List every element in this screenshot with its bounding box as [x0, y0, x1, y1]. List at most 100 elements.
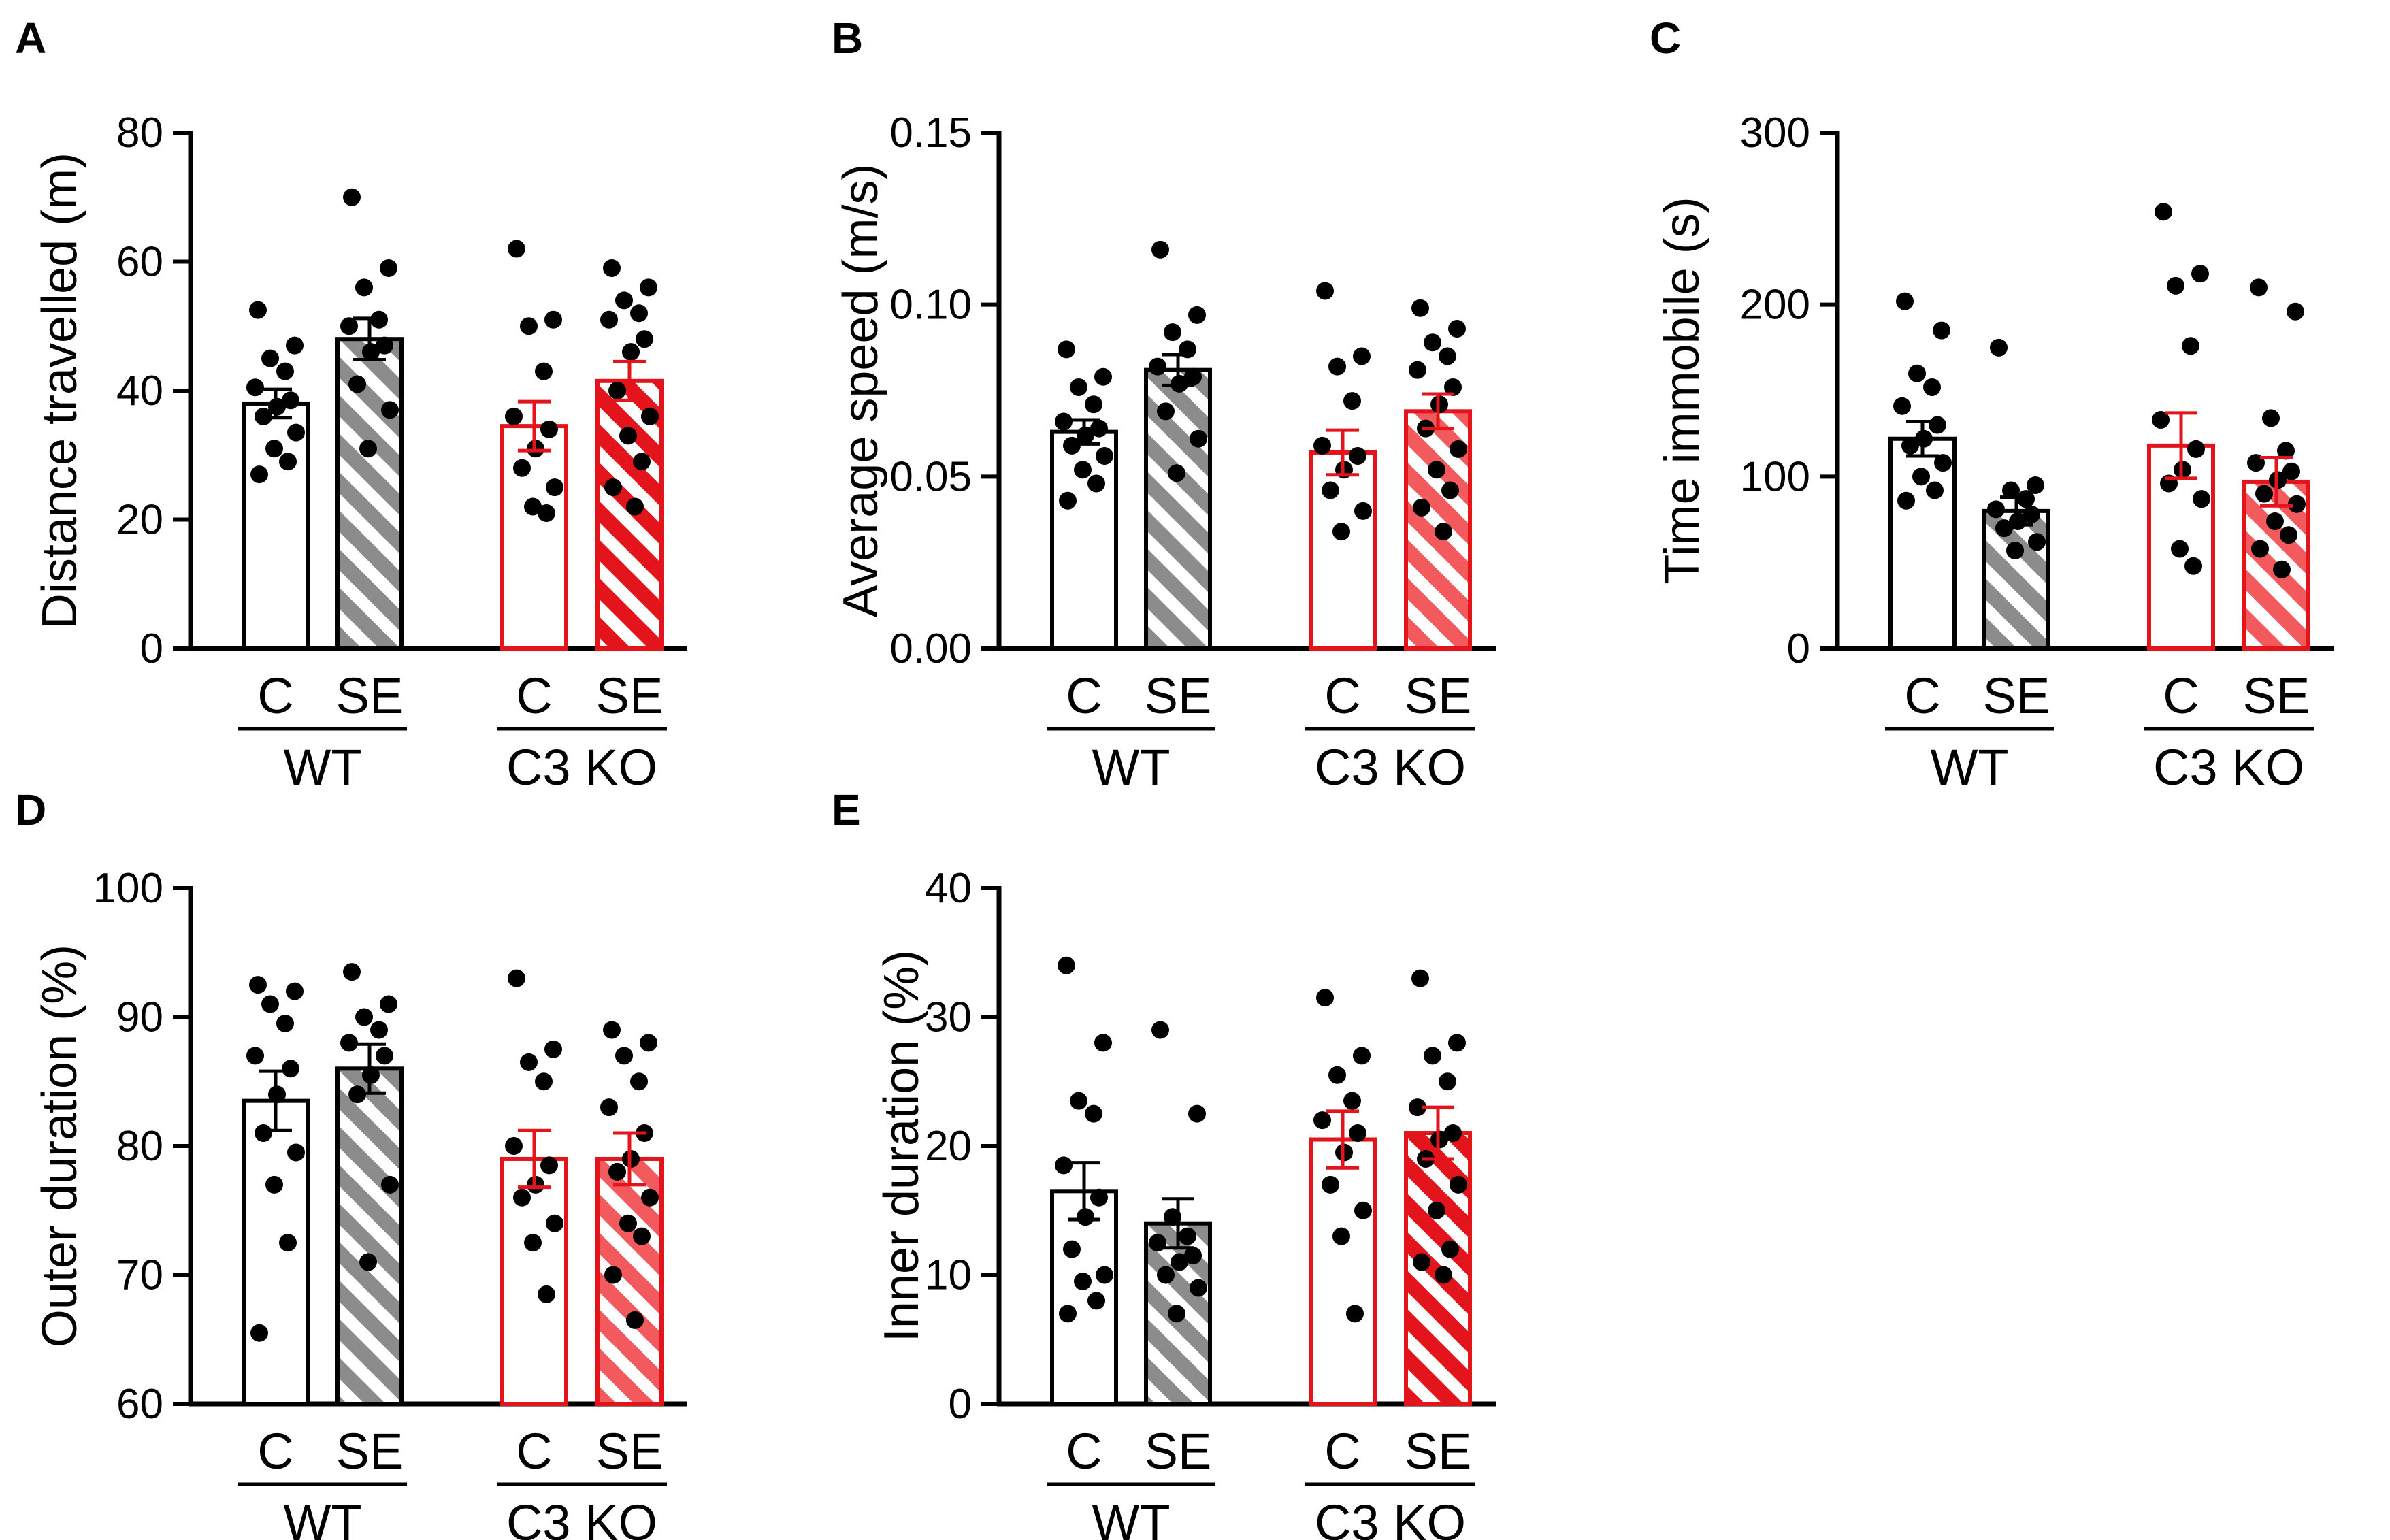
data-point — [608, 1162, 626, 1181]
data-point — [1322, 1175, 1339, 1194]
data-point — [1349, 1124, 1366, 1143]
data-point — [2184, 557, 2202, 575]
data-point — [633, 453, 651, 471]
data-point — [1063, 436, 1081, 455]
bar — [1144, 367, 1212, 651]
data-point — [340, 317, 358, 335]
data-point — [1085, 395, 1102, 414]
data-point — [535, 362, 553, 380]
data-point — [376, 336, 393, 355]
data-point — [2023, 505, 2040, 523]
data-point — [1074, 1272, 1092, 1290]
data-point — [1926, 481, 1944, 499]
group-label: WT — [283, 739, 361, 796]
data-point — [1096, 447, 1113, 465]
data-point — [1058, 340, 1075, 359]
data-point — [546, 1214, 563, 1232]
data-point — [261, 349, 279, 367]
data-point — [380, 995, 397, 1013]
data-point — [1343, 1092, 1361, 1110]
data-point — [1332, 523, 1350, 541]
data-point — [544, 310, 562, 329]
group-label: C3 KO — [2153, 739, 2304, 796]
data-point — [600, 310, 618, 329]
data-point — [1435, 523, 1452, 541]
data-point — [2002, 481, 2020, 499]
data-point — [1059, 1305, 1077, 1323]
data-point — [1149, 357, 1166, 376]
y-tick-label: 80 — [116, 110, 163, 157]
data-point — [1055, 1156, 1073, 1175]
category-label: C — [2163, 668, 2199, 724]
bar — [1309, 1137, 1377, 1407]
data-point — [2171, 540, 2189, 558]
data-point — [1450, 1175, 1467, 1194]
data-point — [370, 1021, 388, 1039]
y-tick-label: 0.10 — [889, 282, 972, 329]
data-point — [1343, 392, 1361, 410]
category-label: C — [516, 1423, 552, 1479]
data-point — [1933, 321, 1950, 340]
data-point — [255, 1124, 272, 1143]
y-axis-label: Average speed (m/s) — [834, 164, 888, 618]
data-point — [1164, 323, 1181, 342]
y-tick-label: 0 — [1787, 625, 1810, 672]
panel-letter: D — [15, 785, 46, 834]
data-point — [1444, 378, 1462, 396]
y-tick-label: 20 — [116, 497, 163, 544]
data-point — [1179, 1227, 1196, 1245]
data-point — [540, 1156, 558, 1175]
bar — [500, 1156, 568, 1406]
data-point — [1439, 1072, 1456, 1091]
y-tick-label: 40 — [925, 865, 972, 912]
data-point — [513, 459, 531, 477]
bar — [335, 1066, 404, 1407]
data-point — [1444, 1124, 1462, 1143]
data-point — [1058, 956, 1075, 974]
y-tick-label: 100 — [1740, 453, 1810, 500]
data-point — [546, 478, 563, 497]
data-point — [1353, 347, 1371, 365]
data-point — [276, 362, 294, 380]
y-tick-label: 60 — [116, 239, 163, 286]
data-point — [1184, 367, 1202, 386]
data-point — [1096, 1266, 1113, 1284]
data-point — [626, 497, 644, 516]
data-point — [2280, 526, 2297, 544]
data-point — [287, 1143, 305, 1162]
panel-a: A 0 20 40 60 80 Distance travelled (m) C SE C SE WT… — [15, 14, 687, 796]
data-point — [2266, 512, 2284, 531]
data-point — [1063, 1240, 1081, 1258]
data-point — [608, 382, 626, 399]
group-label: C3 KO — [1315, 739, 1466, 796]
data-point — [265, 440, 283, 458]
data-point — [2028, 533, 2046, 551]
bar — [335, 337, 404, 651]
data-point — [641, 1188, 659, 1207]
data-point — [1353, 1047, 1371, 1065]
data-point — [633, 1227, 651, 1245]
data-point — [544, 1040, 562, 1058]
data-point — [343, 963, 361, 981]
data-point — [1923, 378, 1941, 396]
data-point — [2187, 440, 2205, 458]
data-point — [249, 301, 267, 319]
data-point — [1316, 989, 1334, 1007]
data-point — [604, 478, 622, 497]
data-point — [1074, 461, 1092, 479]
y-axis-label: Inner duration (%) — [874, 950, 929, 1342]
data-point — [2273, 560, 2291, 578]
data-point — [1190, 1279, 1207, 1297]
y-tick-label: 300 — [1740, 110, 1810, 157]
data-point — [1929, 416, 1946, 434]
data-point — [2251, 540, 2269, 558]
data-point — [1934, 454, 1952, 472]
data-point — [1171, 1253, 1188, 1271]
data-point — [508, 969, 525, 987]
data-point — [1090, 1188, 1108, 1207]
category-label: SE — [336, 1423, 404, 1479]
data-point — [524, 1234, 542, 1252]
panel-letter: E — [832, 785, 861, 834]
data-point — [1995, 519, 2013, 538]
